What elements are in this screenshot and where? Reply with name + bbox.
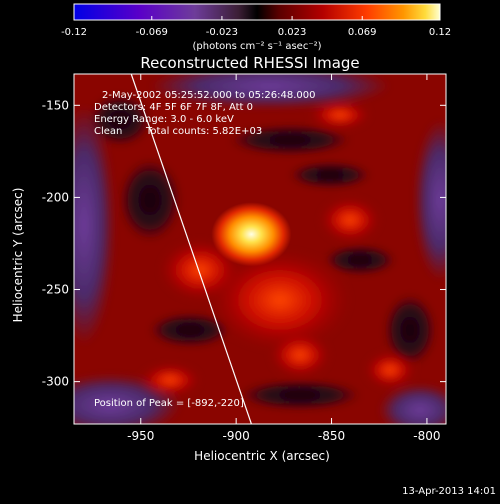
y-tick-label: -200 — [42, 190, 69, 204]
colorbar-gradient — [73, 3, 441, 21]
colorbar-tick-label: 0.023 — [278, 27, 307, 38]
plot-frame — [73, 73, 447, 425]
dark-ripple — [120, 160, 180, 240]
purple-region-top — [150, 74, 390, 108]
plot-title: Reconstructed RHESSI Image — [140, 54, 359, 72]
colorbar-tick-label: -0.12 — [61, 27, 87, 38]
emission-blob — [210, 250, 350, 350]
x-tick-label: -850 — [318, 429, 345, 443]
peak-source — [211, 202, 292, 267]
emission-blob — [160, 240, 240, 300]
x-tick-label: -800 — [413, 429, 440, 443]
energy-range-text: Energy Range: 3.0 - 6.0 keV — [94, 114, 234, 125]
emission-blob — [140, 364, 200, 396]
emission-blob — [270, 333, 330, 377]
x-axis: -950 -900 -850 -800 — [127, 74, 441, 443]
y-axis: -150 -200 -250 -300 — [42, 98, 446, 389]
colorbar-tick-label: -0.069 — [136, 27, 168, 38]
dark-ripple — [385, 295, 435, 365]
footer-timestamp: 13-Apr-2013 14:01 — [402, 486, 496, 497]
purple-region-bottom-right — [380, 385, 446, 424]
peak-position-text: Position of Peak = [-892,-220] — [94, 398, 244, 409]
dark-ripple — [150, 314, 230, 346]
time-range-text: 2-May-2002 05:25:52.000 to 05:26:48.000 — [102, 90, 315, 101]
dark-ripple — [240, 381, 360, 409]
rhessi-image — [74, 74, 446, 424]
emission-blob — [320, 198, 380, 242]
y-tick-label: -250 — [42, 283, 69, 297]
dark-ripple — [90, 95, 150, 145]
colorbar-tick-label: 0.069 — [348, 27, 377, 38]
colorbar-tick-label: -0.023 — [206, 27, 238, 38]
x-tick-label: -950 — [127, 429, 154, 443]
purple-region-right — [415, 120, 446, 280]
total-counts-text: Total counts: 5.82E+03 — [145, 126, 262, 137]
solar-limb-line — [130, 74, 252, 424]
y-tick-label: -150 — [42, 98, 69, 112]
colorbar-ticks: -0.12 -0.069 -0.023 0.023 0.069 0.12 — [61, 16, 451, 38]
dark-ripple — [230, 126, 350, 154]
colorbar: -0.12 -0.069 -0.023 0.023 0.069 0.12 (photons… — [61, 3, 451, 52]
purple-region-left — [74, 105, 114, 345]
colorbar-unit-label: (photons cm⁻² s⁻¹ asec⁻²) — [192, 41, 321, 52]
y-axis-label: Heliocentric Y (arcsec) — [11, 188, 25, 323]
detectors-text: Detectors: 4F 5F 6F 7F 8F, Att 0 — [94, 102, 253, 113]
dark-ripple — [325, 246, 395, 274]
emission-blob — [310, 101, 370, 129]
x-tick-label: -900 — [223, 429, 250, 443]
clean-text: Clean — [94, 126, 122, 137]
y-tick-label: -300 — [42, 375, 69, 389]
colorbar-tick-label: 0.12 — [429, 27, 451, 38]
dark-ripple — [290, 163, 370, 187]
emission-blob — [365, 352, 415, 388]
x-axis-label: Heliocentric X (arcsec) — [194, 449, 330, 463]
image-annotations: 2-May-2002 05:25:52.000 to 05:26:48.000 … — [94, 90, 315, 409]
